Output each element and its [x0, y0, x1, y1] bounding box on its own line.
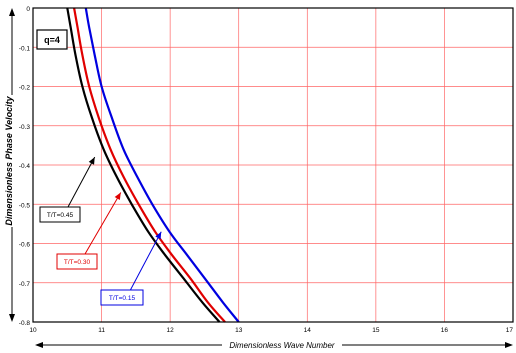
- annotation-label-1: T/T=0.45: [47, 212, 74, 219]
- annotation-arrow-2: [84, 192, 122, 255]
- y-tick-label: 0: [26, 6, 30, 13]
- x-arrow-head-right: [505, 342, 513, 348]
- x-tick-label: 13: [235, 327, 243, 334]
- y-tick-label: -0.6: [19, 242, 31, 249]
- plot-frame: [32, 7, 514, 323]
- x-tick-label: 17: [506, 327, 514, 334]
- annotation-arrowhead-2: [114, 192, 121, 201]
- y-tick-label: -0.1: [19, 45, 31, 52]
- y-tick-label: -0.7: [19, 281, 31, 288]
- y-tick-label: -0.4: [19, 163, 31, 170]
- annotation-box-2: [56, 253, 98, 270]
- series-line-3: [84, 7, 240, 323]
- series-line-1: [66, 7, 221, 323]
- annotation-box-1: [39, 206, 81, 223]
- y-tick-label: -0.3: [19, 124, 31, 131]
- annotation-box-3: [100, 289, 144, 306]
- x-tick-label: 15: [372, 327, 380, 334]
- x-tick-label: 16: [441, 327, 449, 334]
- y-ticks: 0 -0.1 -0.2 -0.3 -0.4 -0.5 -0.6 -0.7 -0.8: [19, 6, 31, 327]
- x-label-bg: [222, 339, 342, 351]
- y-tick-label: -0.8: [19, 320, 31, 327]
- annotation-arrow-3: [129, 231, 162, 291]
- x-ticks: 10 11 12 13 14 15 16 17: [29, 327, 513, 334]
- x-arrow-head-left: [35, 342, 43, 348]
- y-arrow-head-bottom: [9, 314, 15, 322]
- y-axis-label: Dimensionless Phase Velocity: [4, 95, 14, 225]
- x-tick-label: 12: [167, 327, 175, 334]
- x-tick-label: 11: [98, 327, 105, 334]
- annotation-arrow-1: [67, 156, 96, 208]
- param-box: [36, 29, 68, 50]
- param-label: q=4: [44, 35, 60, 45]
- x-axis-label: Dimensionless Wave Number: [229, 341, 335, 350]
- x-tick-label: 14: [304, 327, 312, 334]
- y-tick-label: -0.5: [19, 202, 31, 209]
- annotation-arrowhead-3: [155, 231, 162, 240]
- y-label-bg: [6, 95, 18, 227]
- y-arrow-head-top: [9, 8, 15, 16]
- grid: [33, 8, 513, 322]
- annotation-label-2: T/T=0.30: [64, 259, 91, 266]
- series-line-2: [73, 7, 226, 323]
- y-tick-label: -0.2: [19, 85, 31, 92]
- series-group: [66, 7, 240, 323]
- x-tick-label: 10: [29, 327, 37, 334]
- annotation-arrowhead-1: [88, 157, 95, 165]
- annotations: T/T=0.45 T/T=0.30 T/T=0.15: [39, 156, 162, 306]
- annotation-label-3: T/T=0.15: [109, 295, 136, 302]
